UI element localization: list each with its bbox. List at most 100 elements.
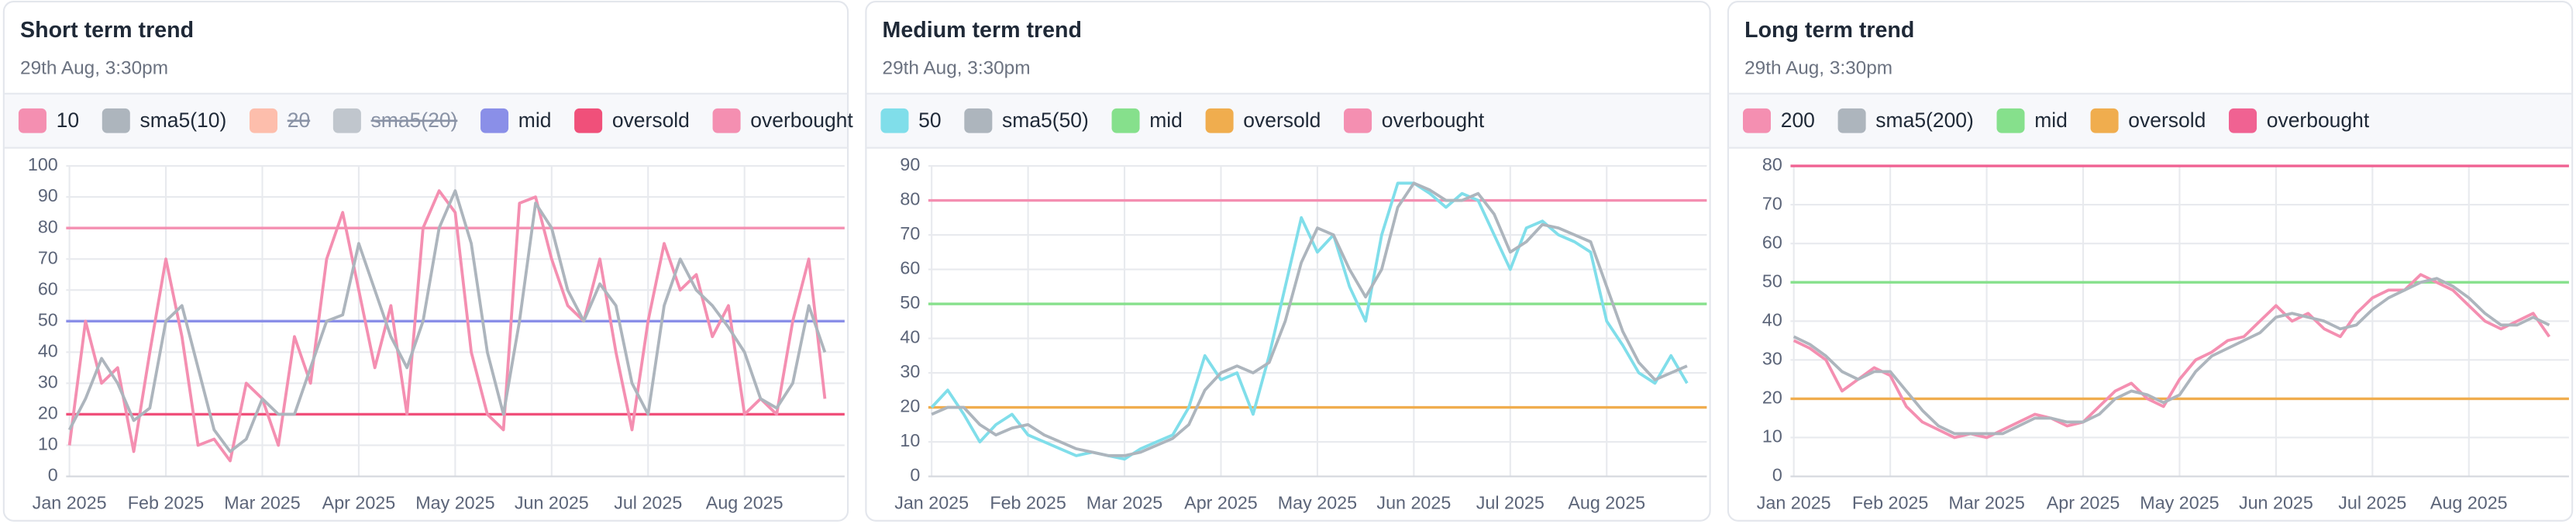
x-tick-label: May 2025 <box>2140 493 2219 513</box>
series-line <box>1793 273 2551 440</box>
x-tick-label: Mar 2025 <box>224 493 300 513</box>
legend-label[interactable]: overbought <box>750 109 853 132</box>
legend-label[interactable]: oversold <box>1243 109 1321 132</box>
x-tick-label: Feb 2025 <box>990 493 1066 513</box>
legend-label[interactable]: mid <box>2034 109 2068 132</box>
legend-swatch <box>2090 108 2119 133</box>
y-tick-label: 20 <box>1762 388 1782 408</box>
legend-swatch <box>249 108 278 133</box>
chart-title: Long term trend <box>1744 18 1914 43</box>
x-tick-label: Aug 2025 <box>1568 493 1645 513</box>
y-tick-label: 50 <box>1762 271 1782 291</box>
chart-subtitle: 29th Aug, 3:30pm <box>20 57 168 78</box>
y-tick-label: 90 <box>900 154 920 174</box>
x-tick-label: Jun 2025 <box>515 493 589 513</box>
y-tick-label: 60 <box>38 278 58 298</box>
legend-label[interactable]: 50 <box>918 109 941 132</box>
y-tick-label: 0 <box>48 465 58 485</box>
x-tick-label: Mar 2025 <box>1087 493 1162 513</box>
legend-label[interactable]: oversold <box>612 109 690 132</box>
chart-title: Short term trend <box>20 18 194 43</box>
legend-swatch <box>480 108 509 133</box>
y-tick-label: 80 <box>1762 154 1782 174</box>
legend-label[interactable]: sma5(10) <box>140 109 227 132</box>
y-tick-label: 70 <box>1762 193 1782 213</box>
x-tick-label: Apr 2025 <box>2047 493 2120 513</box>
chart-title: Medium term trend <box>883 18 1082 43</box>
legend-label[interactable]: 10 <box>57 109 79 132</box>
x-tick-label: May 2025 <box>1278 493 1357 513</box>
y-tick-label: 70 <box>38 247 58 267</box>
y-tick-label: 0 <box>1772 465 1782 485</box>
x-tick-label: May 2025 <box>415 493 494 513</box>
x-tick-label: Apr 2025 <box>322 493 396 513</box>
y-tick-label: 50 <box>38 309 58 329</box>
legend-swatch <box>1344 108 1372 133</box>
x-tick-label: Aug 2025 <box>2430 493 2508 513</box>
x-tick-label: Jul 2025 <box>614 493 682 513</box>
chart-subtitle: 29th Aug, 3:30pm <box>1744 57 1892 78</box>
y-tick-label: 80 <box>38 216 58 236</box>
legend-label[interactable]: 20 <box>288 109 310 132</box>
legend-swatch <box>880 108 909 133</box>
legend-label[interactable]: overbought <box>2267 109 2370 132</box>
x-tick-label: Jun 2025 <box>1376 493 1451 513</box>
legend-label[interactable]: oversold <box>2128 109 2206 132</box>
x-tick-label: Jan 2025 <box>33 493 107 513</box>
y-tick-label: 40 <box>38 340 58 360</box>
y-tick-label: 60 <box>1762 232 1782 252</box>
legend-band <box>1728 93 2572 148</box>
legend-label[interactable]: sma5(50) <box>1002 109 1089 132</box>
x-tick-label: Feb 2025 <box>1852 493 1928 513</box>
legend-swatch <box>1205 108 1234 133</box>
legend-label[interactable]: sma5(20) <box>371 109 458 132</box>
y-tick-label: 40 <box>900 327 920 347</box>
y-tick-label: 20 <box>900 396 920 416</box>
x-tick-label: Feb 2025 <box>128 493 204 513</box>
legend-band <box>866 93 1710 148</box>
panel-frame <box>865 1 1711 522</box>
legend-swatch <box>2229 108 2257 133</box>
y-tick-label: 60 <box>900 258 920 278</box>
legend-label[interactable]: sma5(200) <box>1875 109 1974 132</box>
legend-label[interactable]: mid <box>518 109 552 132</box>
legend-swatch <box>102 108 130 133</box>
legend-band <box>4 93 848 148</box>
y-tick-label: 10 <box>38 434 58 454</box>
x-tick-label: Aug 2025 <box>706 493 783 513</box>
y-tick-label: 40 <box>1762 309 1782 329</box>
legend-label[interactable]: overbought <box>1382 109 1485 132</box>
legend-swatch <box>1742 108 1772 133</box>
y-tick-label: 10 <box>1762 426 1782 446</box>
legend-swatch <box>1837 108 1866 133</box>
series-line <box>931 181 1688 457</box>
x-tick-label: Jul 2025 <box>1476 493 1545 513</box>
y-tick-label: 20 <box>38 403 58 423</box>
y-tick-label: 0 <box>910 465 920 485</box>
chart-panel: Medium term trend 29th Aug, 3:30pm 50 sma5(… <box>865 1 1711 522</box>
legend-swatch <box>1996 108 2025 133</box>
y-tick-label: 100 <box>28 154 58 174</box>
x-tick-label: Jan 2025 <box>894 493 969 513</box>
x-tick-label: Jan 2025 <box>1757 493 1831 513</box>
x-tick-label: Mar 2025 <box>1948 493 2024 513</box>
legend-swatch <box>332 108 361 133</box>
chart-subtitle: 29th Aug, 3:30pm <box>883 57 1031 78</box>
legend-label[interactable]: mid <box>1149 109 1183 132</box>
series-line <box>67 189 827 463</box>
y-tick-label: 30 <box>38 372 58 392</box>
panel-frame <box>2 1 849 522</box>
x-tick-label: Jun 2025 <box>2239 493 2313 513</box>
y-tick-label: 90 <box>38 185 58 205</box>
legend-swatch <box>1111 108 1140 133</box>
y-tick-label: 10 <box>900 430 920 450</box>
legend-swatch <box>964 108 993 133</box>
legend-label[interactable]: 200 <box>1781 109 1815 132</box>
y-tick-label: 80 <box>900 189 920 209</box>
series-line <box>1793 277 2550 436</box>
series-line <box>67 189 827 453</box>
y-tick-label: 30 <box>1762 349 1782 369</box>
x-tick-label: Apr 2025 <box>1184 493 1258 513</box>
